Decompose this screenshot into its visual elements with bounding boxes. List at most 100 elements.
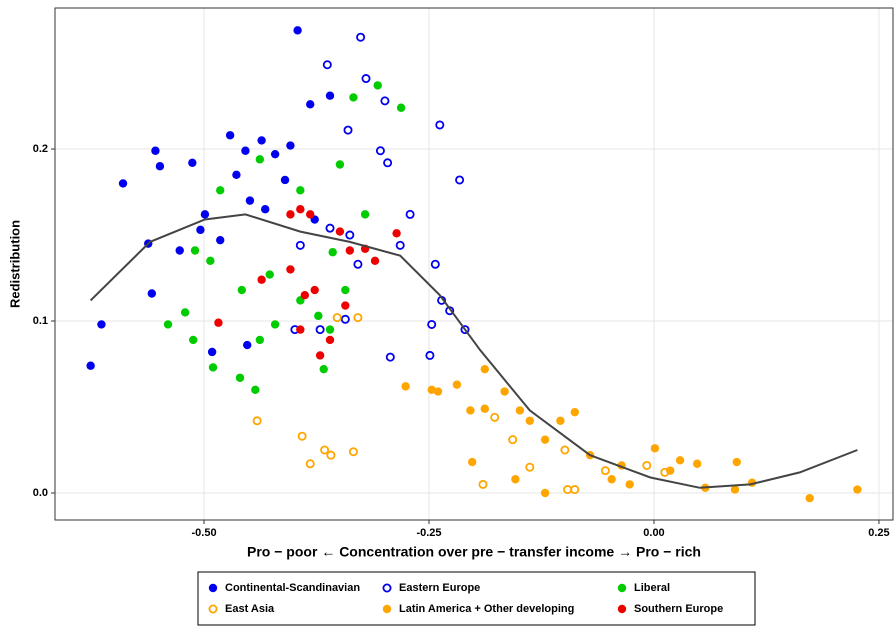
point: [286, 210, 295, 219]
point: [480, 404, 489, 413]
point: [478, 479, 488, 489]
point: [255, 335, 265, 345]
point: [341, 301, 350, 310]
point: [286, 265, 295, 274]
point: [175, 246, 184, 255]
point: [320, 445, 330, 455]
point: [353, 259, 363, 269]
point: [296, 325, 305, 334]
point: [200, 210, 210, 219]
legend-label: East Asia: [225, 603, 275, 615]
point: [310, 285, 319, 295]
point: [375, 146, 385, 156]
point: [348, 447, 358, 457]
point: [570, 407, 579, 417]
point: [341, 285, 350, 295]
y-tick-label: 0.2: [33, 143, 48, 155]
point: [600, 466, 610, 476]
point: [370, 256, 380, 266]
point: [280, 175, 290, 185]
legend-marker: [208, 604, 218, 614]
point: [392, 229, 401, 238]
point: [286, 141, 295, 150]
point: [155, 162, 165, 171]
point: [345, 230, 355, 240]
point: [196, 225, 205, 235]
point: [525, 462, 535, 472]
point: [297, 431, 307, 441]
point: [383, 158, 393, 168]
point: [214, 318, 223, 327]
point: [257, 136, 266, 145]
point: [295, 240, 305, 250]
point: [361, 74, 371, 84]
point: [257, 275, 266, 284]
point: [560, 445, 570, 455]
point: [356, 32, 366, 42]
legend-label: Southern Europe: [634, 603, 723, 615]
point: [328, 248, 337, 257]
point: [293, 26, 302, 35]
y-tick-label: 0.0: [33, 487, 48, 499]
point: [540, 488, 550, 498]
point: [252, 416, 262, 426]
point: [319, 364, 328, 374]
legend-label: Continental-Scandinavian: [225, 582, 360, 594]
legend-marker: [382, 604, 392, 614]
point: [405, 209, 415, 219]
point: [340, 314, 350, 324]
point: [455, 175, 465, 185]
point: [332, 313, 342, 323]
point: [322, 60, 332, 70]
point: [396, 103, 406, 112]
point: [395, 240, 405, 250]
point: [345, 246, 355, 255]
point: [237, 285, 247, 295]
point: [433, 387, 443, 396]
point: [206, 256, 215, 266]
point: [642, 460, 652, 470]
legend-marker: [208, 583, 218, 593]
point: [232, 170, 241, 180]
point: [245, 196, 255, 205]
legend: Continental-Scandinavian Eastern Europe Li…: [208, 582, 723, 615]
point: [525, 416, 534, 425]
point: [490, 412, 500, 422]
plot-bg: [55, 8, 893, 520]
point: [349, 93, 358, 102]
point: [118, 179, 128, 188]
point: [306, 100, 315, 109]
point: [296, 186, 305, 195]
point: [435, 120, 445, 130]
point: [401, 382, 410, 391]
smooth-line: [89, 213, 858, 489]
point: [270, 320, 280, 329]
point: [235, 373, 245, 382]
x-tick-label: 0.25: [868, 527, 889, 539]
point: [306, 210, 315, 219]
point: [225, 131, 235, 140]
point: [427, 385, 436, 395]
point: [207, 347, 217, 357]
legend-label: Liberal: [634, 582, 670, 594]
grid-layer: [55, 8, 893, 520]
point: [515, 406, 525, 415]
point: [730, 485, 740, 494]
point: [335, 227, 345, 236]
point: [315, 325, 325, 335]
point: [511, 475, 520, 484]
point: [216, 186, 225, 195]
point: [385, 352, 395, 362]
point: [540, 435, 550, 444]
point: [86, 361, 95, 370]
point: [805, 493, 814, 503]
point: [343, 125, 353, 135]
legend-box: [197, 571, 756, 626]
point: [216, 235, 225, 245]
point: [147, 289, 157, 298]
point: [151, 146, 160, 155]
legend-label: Latin America + Other developing: [399, 603, 574, 615]
point: [570, 485, 580, 495]
point: [261, 205, 270, 214]
